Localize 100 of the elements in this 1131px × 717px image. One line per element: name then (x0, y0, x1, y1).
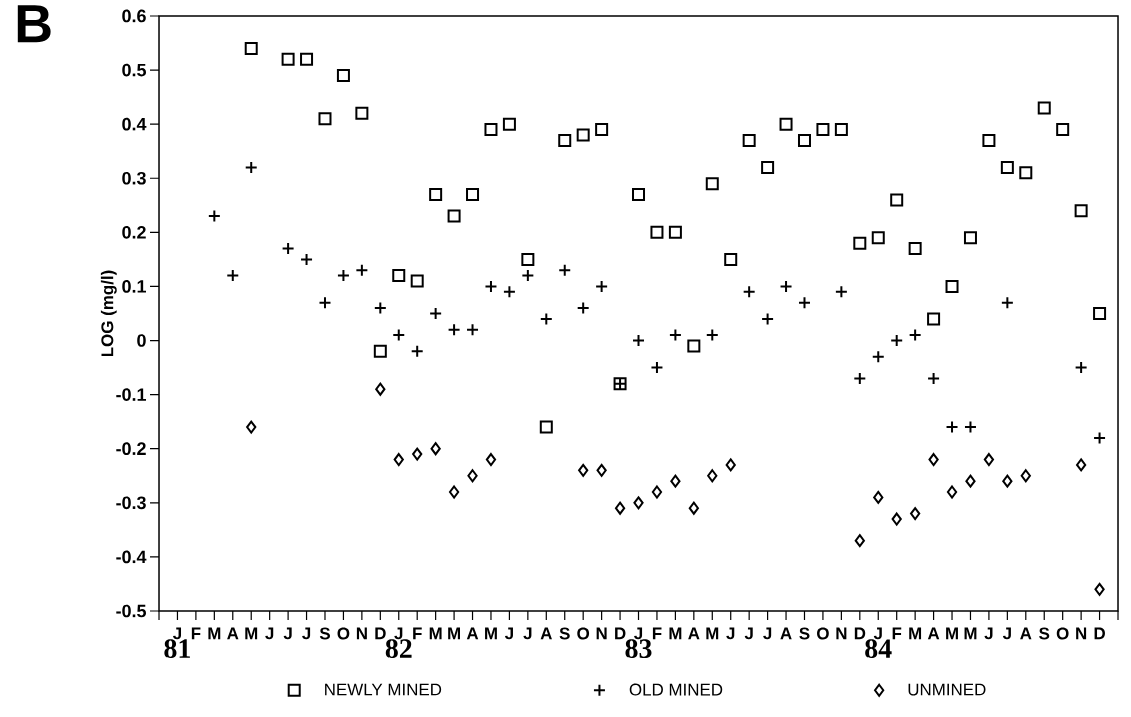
point (797, 133, 811, 147)
x-tick-label: J (634, 627, 643, 640)
point (448, 485, 460, 499)
chart-title: B (17, 5, 51, 43)
text: 83 (625, 639, 652, 658)
point (910, 507, 921, 521)
point (688, 501, 699, 515)
point (963, 231, 977, 245)
point (1019, 166, 1033, 180)
y-axis-title: LOG (mg/l) (100, 270, 117, 357)
point (375, 382, 386, 396)
point (687, 339, 701, 353)
x-tick-label: F (413, 627, 422, 640)
point (1056, 123, 1070, 137)
x-tick-label: M (946, 627, 958, 640)
point (430, 442, 441, 456)
point (300, 52, 314, 66)
x-tick-label: O (337, 627, 350, 640)
point (485, 453, 497, 467)
point (393, 453, 404, 467)
point (410, 274, 424, 288)
x-tick-label: J (726, 627, 735, 640)
point (873, 490, 884, 504)
point (742, 133, 756, 147)
point (596, 463, 607, 477)
x-tick-label: J (1002, 627, 1011, 640)
point (651, 485, 663, 499)
x-tick-label: M (909, 627, 922, 640)
point (854, 534, 865, 548)
x-tick-label: J (172, 627, 182, 640)
point (928, 453, 939, 467)
point (1076, 458, 1087, 472)
point (336, 68, 350, 82)
x-tick-label: O (817, 627, 829, 640)
point (965, 474, 976, 488)
point (853, 236, 867, 250)
x-tick-label: M (485, 627, 497, 640)
point (650, 225, 664, 239)
y-tick-label: 0.6 (122, 9, 146, 23)
x-tick-label: D (854, 627, 866, 640)
y-tick-label: 0.4 (122, 117, 147, 131)
x-tick-label: M (964, 627, 977, 640)
x-tick-label: A (227, 627, 239, 640)
point (539, 420, 553, 434)
point (633, 496, 644, 510)
x-tick-label: M (429, 627, 442, 640)
point (412, 447, 423, 461)
y-tick-label: 0.5 (122, 63, 146, 77)
x-tick-label: S (559, 627, 570, 640)
x-tick-label: A (927, 627, 940, 640)
point (707, 469, 718, 483)
point (521, 252, 535, 266)
x-tick-label: D (1094, 627, 1105, 640)
point (632, 187, 646, 201)
x-tick-label: M (669, 627, 682, 640)
point (595, 123, 609, 137)
x-tick-label: N (596, 627, 607, 640)
legend-label: UNMINED (908, 683, 986, 696)
point (447, 209, 461, 223)
x-tick-label: N (1076, 627, 1087, 640)
point (244, 41, 258, 55)
text: 82 (385, 639, 412, 658)
point (281, 52, 295, 66)
y-tick-label: -0.5 (116, 604, 146, 618)
y-tick-label: 0.1 (122, 280, 146, 293)
x-tick-label: J (283, 627, 292, 640)
x-tick-label: J (265, 627, 274, 640)
point (558, 133, 572, 147)
x-tick-label: J (744, 627, 753, 640)
x-tick-label: F (652, 627, 662, 640)
x-tick-label: A (688, 627, 700, 640)
point (466, 187, 480, 201)
legend-label: OLD MINED (629, 683, 723, 696)
x-tick-label: M (245, 627, 258, 640)
x-tick-label: J (394, 627, 403, 640)
point (467, 469, 478, 483)
point (578, 463, 589, 477)
point (1002, 474, 1013, 488)
x-tick-label: S (319, 627, 330, 640)
x-tick-label: M (448, 627, 460, 640)
y-tick-label: -0.1 (116, 388, 146, 401)
point (1037, 101, 1051, 115)
point (614, 501, 626, 515)
point (834, 123, 848, 137)
point (705, 177, 719, 191)
x-tick-label: N (356, 627, 367, 640)
point (890, 193, 904, 207)
x-tick-label: O (1056, 627, 1069, 640)
point (1093, 306, 1107, 320)
y-tick-label: 0 (137, 334, 146, 347)
y-tick-label: -0.4 (116, 550, 147, 564)
point (429, 187, 443, 201)
x-tick-label: A (1020, 627, 1032, 640)
x-tick-label: S (799, 627, 810, 640)
point (891, 512, 902, 526)
point (871, 231, 885, 245)
point (392, 269, 406, 283)
legend-label: NEWLY MINED (325, 683, 442, 696)
point (1094, 582, 1105, 596)
y-tick-label: -0.3 (116, 496, 146, 510)
